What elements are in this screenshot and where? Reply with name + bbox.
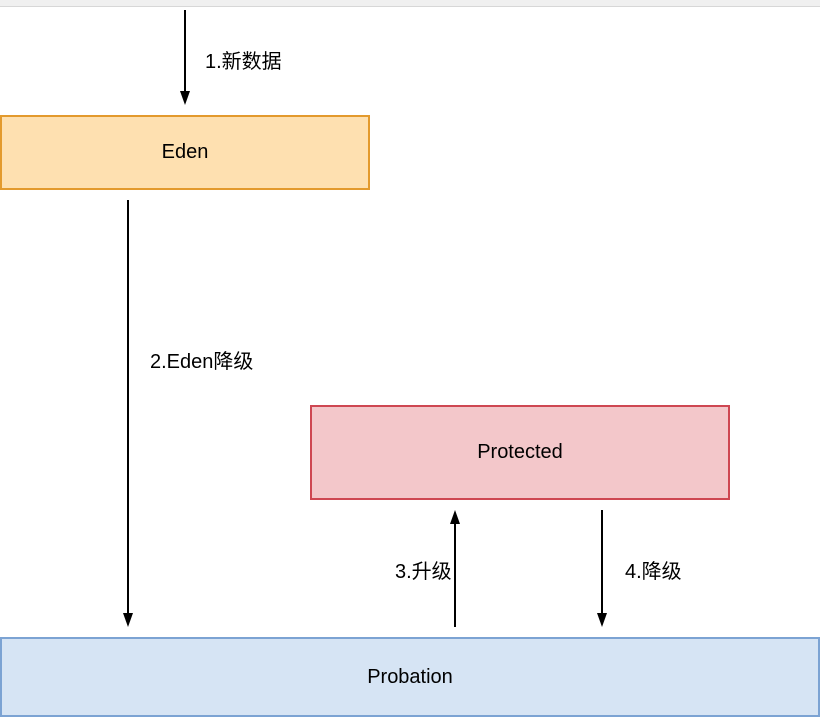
diagram-canvas: Eden Protected Probation 1.新数据 2.Eden降级 … <box>0 0 820 728</box>
edge-label-promote: 3.升级 <box>395 555 452 584</box>
node-probation-label: Probation <box>367 666 453 689</box>
node-protected: Protected <box>310 405 730 500</box>
edge-label-demote: 4.降级 <box>625 555 682 584</box>
arrows-layer <box>0 0 820 728</box>
edge-label-eden-demote: 2.Eden降级 <box>150 345 253 374</box>
node-eden-label: Eden <box>162 141 209 164</box>
window-topbar <box>0 0 820 7</box>
node-protected-label: Protected <box>477 441 563 464</box>
node-probation: Probation <box>0 637 820 717</box>
node-eden: Eden <box>0 115 370 190</box>
edge-label-new-data: 1.新数据 <box>205 45 282 74</box>
